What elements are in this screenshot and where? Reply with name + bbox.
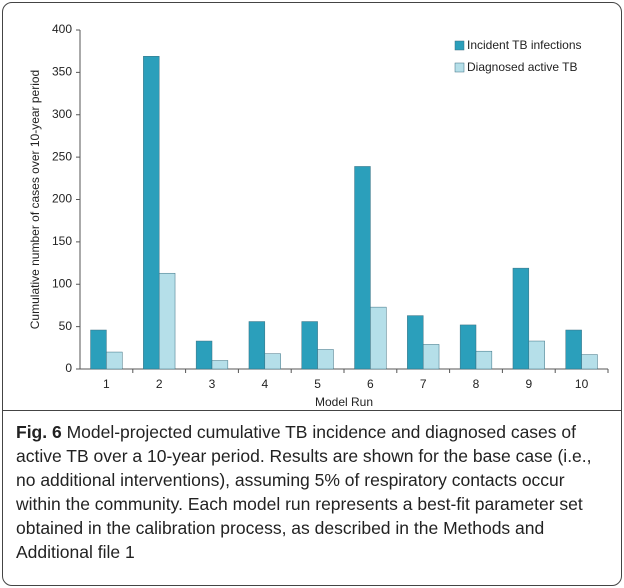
y-tick-label: 400 (52, 22, 72, 36)
bar (528, 340, 545, 370)
bar (581, 354, 598, 370)
x-tick-label: 9 (525, 377, 532, 391)
separator (3, 410, 621, 411)
y-tick-label: 50 (59, 319, 73, 333)
bar (143, 56, 160, 370)
x-tick-label: 2 (156, 377, 163, 391)
bar (407, 315, 424, 370)
caption-label: Fig. 6 (16, 422, 62, 442)
caption-text: Model-projected cumulative TB incidence … (16, 422, 592, 562)
y-tick-label: 250 (52, 149, 72, 163)
y-tick-label: 350 (52, 65, 72, 79)
bar (106, 351, 123, 370)
x-tick-label: 1 (103, 377, 110, 391)
x-tick-label: 8 (473, 377, 480, 391)
x-tick-label: 4 (261, 377, 268, 391)
bar (301, 321, 318, 370)
bar (370, 306, 387, 370)
legend-swatch (454, 40, 465, 51)
bar (317, 349, 334, 370)
legend-label: Diagnosed active TB (467, 60, 578, 74)
bar (248, 321, 266, 370)
x-tick-label: 3 (209, 377, 216, 391)
bar (354, 166, 371, 370)
bar (195, 340, 213, 370)
bar (264, 353, 281, 370)
legend-swatch (454, 62, 465, 73)
bar (459, 324, 477, 370)
y-tick-label: 100 (52, 276, 72, 290)
bar (565, 329, 582, 370)
y-tick-label: 0 (65, 361, 72, 375)
x-axis-label: Model Run (315, 395, 373, 409)
x-tick-label: 5 (314, 377, 321, 391)
y-tick-label: 200 (52, 192, 72, 206)
bar (475, 350, 493, 370)
chart: 0 50 100 150 200 250 300 350 400 1 2 3 4 5 6 7 8 9 10 Model… (28, 22, 609, 409)
x-tick-label: 10 (575, 377, 589, 391)
x-tick-label: 7 (420, 377, 427, 391)
legend-label: Incident TB infections (467, 38, 582, 52)
bar (211, 360, 229, 370)
y-tick-label: 300 (52, 107, 72, 121)
caption: Fig. 6 Model-projected cumulative TB inc… (16, 420, 612, 564)
x-tick-label: 6 (367, 377, 374, 391)
bar (512, 267, 530, 370)
bar (90, 329, 107, 370)
y-axis-label: Cumulative number of cases over 10-year … (28, 70, 42, 329)
bar (158, 272, 176, 370)
bar (422, 344, 440, 370)
y-tick-label: 150 (52, 234, 72, 248)
